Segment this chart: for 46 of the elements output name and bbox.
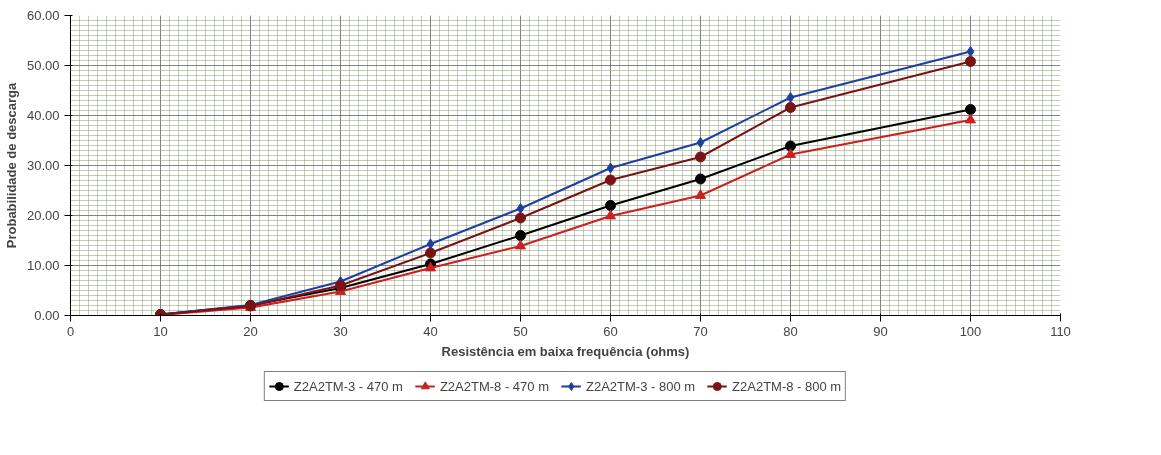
legend-label: Z2A2TM-3 - 470 m <box>293 378 403 394</box>
point <box>515 239 526 250</box>
point <box>606 162 615 174</box>
point <box>696 137 705 148</box>
y-tick-label: 0.00 <box>34 308 60 323</box>
point <box>515 212 526 224</box>
point <box>785 102 796 113</box>
point <box>786 92 795 103</box>
x-tick-label: 110 <box>1050 323 1071 339</box>
x-tick-label: 40 <box>423 323 438 339</box>
point <box>965 56 976 67</box>
point <box>965 113 976 124</box>
y-tick-label: 40.00 <box>26 108 60 123</box>
point <box>605 174 616 186</box>
x-axis-title: Resistência em baixa frequência (ohms) <box>441 343 690 359</box>
x-tick-label: 90 <box>873 323 888 339</box>
x-tick-label: 80 <box>783 323 798 339</box>
point <box>785 140 796 152</box>
point <box>605 200 616 211</box>
x-tick-label: 10 <box>153 323 168 339</box>
point <box>966 46 975 57</box>
legend-label: Z2A2TM-3 - 800 m <box>586 378 696 394</box>
y-axis-title: Probabilidade de descarga <box>3 82 19 249</box>
y-tick-label: 50.00 <box>26 58 60 73</box>
point <box>695 173 706 185</box>
point <box>965 104 976 115</box>
point <box>605 209 616 220</box>
x-tick-label: 70 <box>693 323 708 339</box>
y-tick-label: 10.00 <box>26 258 60 273</box>
point <box>516 203 525 214</box>
legend-label: Z2A2TM-8 - 800 m <box>732 378 842 394</box>
point <box>695 151 706 163</box>
y-tick-label: 30.00 <box>26 158 60 173</box>
x-tick-label: 50 <box>513 323 528 339</box>
x-tick-label: 100 <box>959 323 982 339</box>
point <box>515 230 526 241</box>
point <box>425 247 436 259</box>
x-tick-label: 0 <box>66 323 75 339</box>
point <box>695 189 706 199</box>
x-tick-label: 30 <box>333 323 348 339</box>
x-tick-label: 20 <box>243 323 258 339</box>
point <box>785 148 796 158</box>
legend-label: Z2A2TM-8 - 470 m <box>439 378 549 394</box>
y-tick-label: 60.00 <box>26 8 60 23</box>
y-tick-label: 20.00 <box>26 208 60 223</box>
x-tick-label: 60 <box>603 323 618 339</box>
